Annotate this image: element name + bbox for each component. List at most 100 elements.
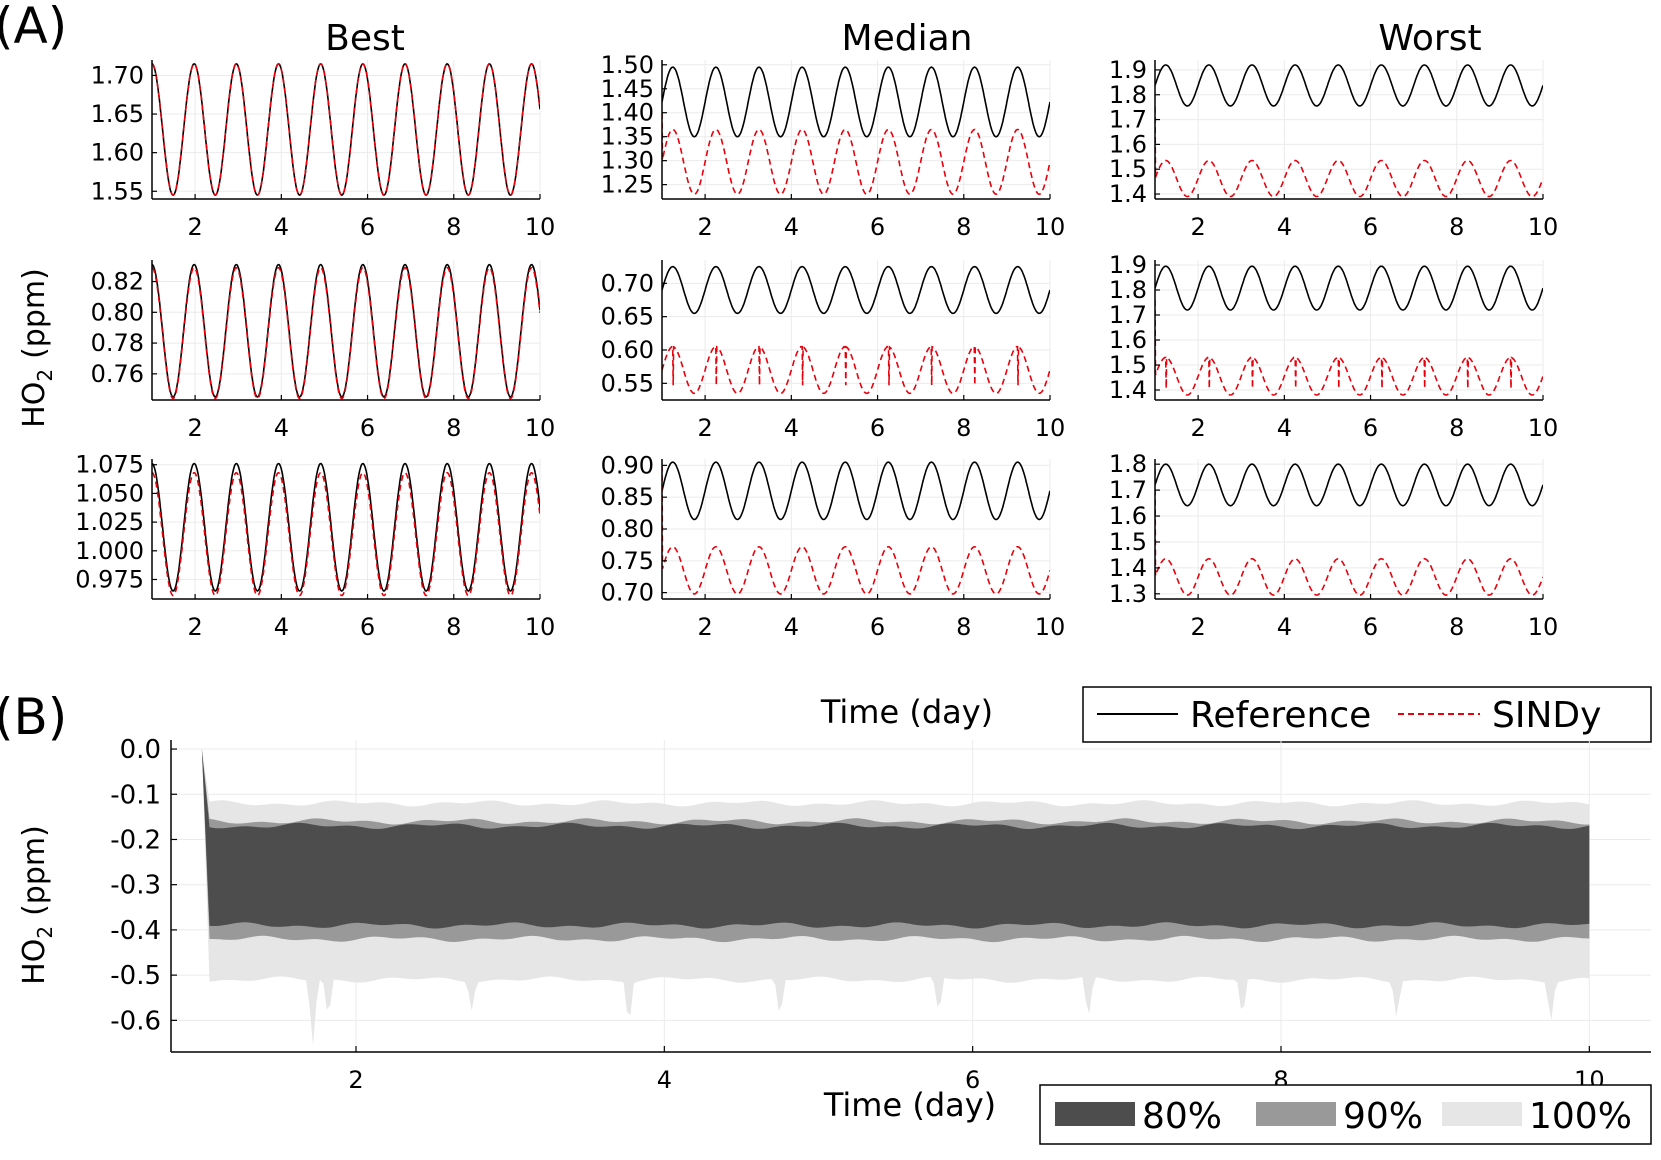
x-tick-label: 4 [784, 613, 799, 641]
x-tick-label: 8 [1449, 213, 1464, 241]
y-tick-label: 1.7 [1109, 301, 1147, 329]
series-sindy [662, 465, 1050, 595]
y-tick-label: -0.3 [110, 871, 161, 901]
series-reference [152, 263, 540, 398]
legend-b: 80% 90% 100% [1039, 1084, 1652, 1145]
x-tick-label: 10 [1528, 414, 1559, 442]
y-tick-label: 0.90 [601, 451, 654, 479]
y-tick-label: 1.075 [75, 451, 144, 479]
legend-b-100-label: 100% [1529, 1096, 1632, 1137]
x-tick-label: 6 [1363, 414, 1378, 442]
y-tick-label: 1.4 [1109, 554, 1147, 582]
panel-a-grid: 2 4 6 8 10 1.55 1.60 1.65 1.70 2 4 6 8 10 1.251.301.35… [75, 51, 1558, 641]
x-tick-label: 6 [965, 1066, 980, 1094]
plot-r3-worst: 2 4 6 8 10 1.31.41.51.61.71.8 [1109, 450, 1558, 641]
plot-r2-worst: 2 4 6 8 10 1.41.51.61.71.81.9 [1109, 251, 1558, 442]
series-reference [1155, 265, 1543, 311]
x-tick-label: 2 [1190, 613, 1205, 641]
x-tick-label: 10 [525, 213, 556, 241]
x-tick-label: 8 [446, 414, 461, 442]
x-tick-label: 4 [1277, 213, 1292, 241]
x-tick-label: 2 [697, 213, 712, 241]
x-tick-label: 4 [1277, 613, 1292, 641]
series-reference [662, 66, 1050, 138]
x-tick-label: 6 [1363, 613, 1378, 641]
y-tick-label: 1.4 [1109, 376, 1147, 404]
x-tick-label: 8 [956, 414, 971, 442]
y-tick-label: 1.65 [91, 100, 144, 128]
series-reference [662, 265, 1050, 315]
y-tick-label: 1.6 [1109, 502, 1147, 530]
y-tick-label: 0.78 [91, 329, 144, 357]
x-tick-label: 8 [956, 213, 971, 241]
y-tick-label: 1.8 [1109, 81, 1147, 109]
plot-r2-median: 2 4 6 8 10 0.55 0.60 0.65 0.70 [601, 260, 1066, 442]
legend-b-90-swatch [1256, 1102, 1336, 1126]
y-tick-label: 0.60 [601, 336, 654, 364]
x-tick-label: 8 [446, 213, 461, 241]
y-tick-label: 1.6 [1109, 326, 1147, 354]
x-tick-label: 8 [1449, 613, 1464, 641]
plot-r1-worst: 2 4 6 8 10 1.41.51.61.71.81.9 [1109, 56, 1558, 241]
y-tick-label: 1.7 [1109, 106, 1147, 134]
x-tick-label: 6 [360, 213, 375, 241]
series-reference [1155, 463, 1543, 507]
y-tick-label: -0.6 [110, 1006, 161, 1036]
x-tick-label: 2 [348, 1066, 363, 1094]
y-tick-label: 1.050 [75, 479, 144, 507]
x-tick-label: 2 [697, 414, 712, 442]
panel-b-plot: 2 4 6 8 100.0-0.1-0.2-0.3-0.4-0.5-0.6 [110, 735, 1651, 1094]
x-tick-label: 10 [1528, 613, 1559, 641]
legend-b-90-label: 90% [1343, 1096, 1423, 1137]
x-tick-label: 10 [1035, 414, 1066, 442]
y-tick-label: 1.4 [1109, 180, 1147, 208]
y-tick-label: 0.0 [120, 735, 161, 765]
x-tick-label: 4 [784, 213, 799, 241]
series-reference [152, 462, 540, 592]
panel-b-ylabel: HO2 (ppm) [17, 825, 57, 985]
y-tick-label: 1.5 [1109, 351, 1147, 379]
y-tick-label: 0.82 [91, 268, 144, 296]
x-tick-label: 6 [1363, 213, 1378, 241]
x-tick-label: 6 [870, 414, 885, 442]
panel-a-ylabel-unit: (ppm) [17, 268, 52, 359]
panel-a-ylabel-main: HO [17, 382, 52, 428]
legend-a: Reference SINDy [1082, 686, 1652, 743]
y-tick-label: 1.3 [1109, 580, 1147, 608]
series-sindy [1155, 299, 1543, 396]
y-tick-label: -0.1 [110, 780, 161, 810]
column-title-worst: Worst [1378, 18, 1481, 59]
panel-a-ylabel-sub: 2 [33, 369, 57, 382]
x-tick-label: 8 [956, 613, 971, 641]
x-tick-label: 4 [657, 1066, 672, 1094]
series-reference [1155, 64, 1543, 107]
x-tick-label: 2 [187, 414, 202, 442]
plot-r1-median: 2 4 6 8 10 1.251.301.351.401.451.50 [601, 51, 1066, 241]
series-sindy [1155, 469, 1543, 596]
column-title-median: Median [842, 18, 973, 59]
x-tick-label: 4 [1277, 414, 1292, 442]
legend-b-100-swatch [1442, 1102, 1522, 1126]
y-tick-label: 0.75 [601, 547, 654, 575]
y-tick-label: 1.70 [91, 61, 144, 89]
panel-a-label: (A) [0, 0, 67, 55]
panel-b-label: (B) [0, 688, 67, 746]
series-reference [662, 461, 1050, 521]
legend-a-reference-label: Reference [1190, 695, 1371, 736]
y-tick-label: 1.60 [91, 139, 144, 167]
x-tick-label: 2 [1190, 213, 1205, 241]
y-tick-label: 0.975 [75, 565, 144, 593]
y-tick-label: 1.9 [1109, 56, 1147, 84]
y-tick-label: 1.30 [601, 147, 654, 175]
y-tick-label: 1.9 [1109, 251, 1147, 279]
plot-r3-median: 2 4 6 8 10 0.70 0.75 0.80 0.85 0.90 [601, 451, 1066, 641]
series-sindy [152, 63, 540, 196]
legend-b-80-swatch [1055, 1102, 1135, 1126]
y-tick-label: 0.85 [601, 483, 654, 511]
panel-a-ylabel: HO2 (ppm) [17, 268, 57, 428]
series-sindy [662, 345, 1050, 395]
x-tick-label: 2 [697, 613, 712, 641]
legend-b-80-label: 80% [1142, 1096, 1222, 1137]
y-tick-label: 0.55 [601, 369, 654, 397]
